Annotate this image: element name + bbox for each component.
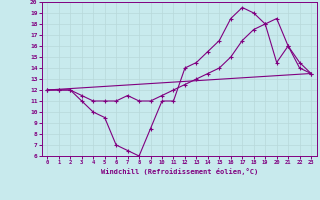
X-axis label: Windchill (Refroidissement éolien,°C): Windchill (Refroidissement éolien,°C): [100, 168, 258, 175]
